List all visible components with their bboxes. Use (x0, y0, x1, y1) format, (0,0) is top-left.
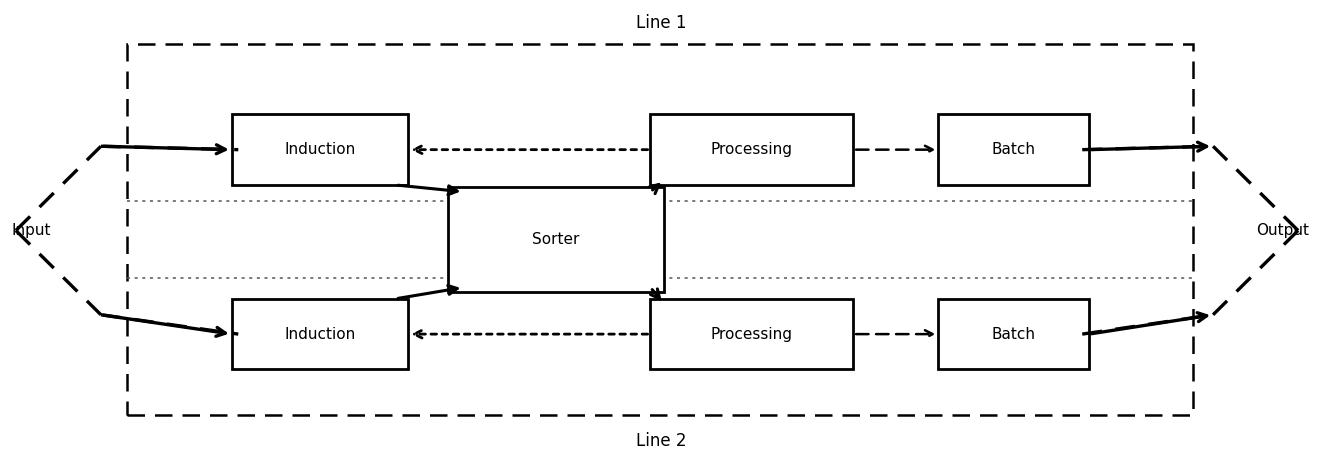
FancyBboxPatch shape (448, 187, 663, 292)
Text: Sorter: Sorter (532, 232, 580, 247)
FancyBboxPatch shape (232, 299, 409, 369)
Text: Induction: Induction (285, 326, 356, 342)
FancyBboxPatch shape (651, 114, 853, 185)
FancyBboxPatch shape (232, 114, 409, 185)
Text: Line 1: Line 1 (635, 14, 687, 32)
Text: Processing: Processing (710, 326, 793, 342)
Text: Output: Output (1256, 223, 1309, 238)
Text: Batch: Batch (991, 142, 1036, 157)
Text: Processing: Processing (710, 142, 793, 157)
Text: Batch: Batch (991, 326, 1036, 342)
Text: Input: Input (12, 223, 51, 238)
Text: Line 2: Line 2 (635, 432, 687, 450)
FancyBboxPatch shape (651, 299, 853, 369)
Text: Induction: Induction (285, 142, 356, 157)
FancyBboxPatch shape (938, 299, 1089, 369)
FancyBboxPatch shape (938, 114, 1089, 185)
